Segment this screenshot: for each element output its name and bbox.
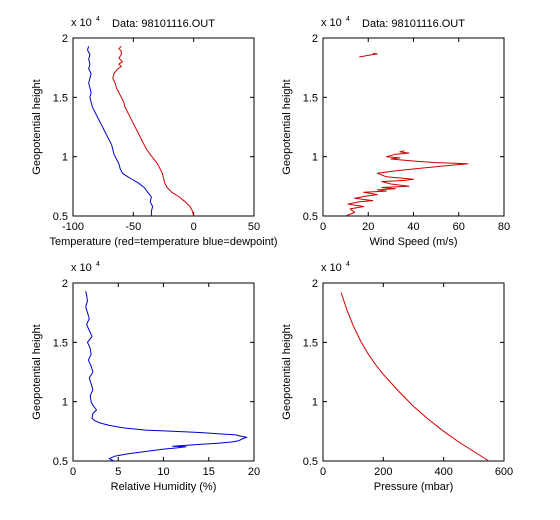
x-tick-label: 0 <box>191 221 197 233</box>
y-tick-label: 0.5 <box>303 456 318 468</box>
chart-wind: 0 20 40 60 80 0.5 1 1.5 2x 10 4 Data: 98101116.OUT… <box>281 16 510 248</box>
x-tick-label: 400 <box>434 466 452 478</box>
y-exponent-power: 4 <box>96 16 100 23</box>
y-tick-label: 1 <box>312 152 318 164</box>
y-tick-label: 1.5 <box>303 92 318 104</box>
y-axis-label: Geopotential height <box>31 324 43 419</box>
x-tick-label: 0 <box>70 466 76 478</box>
y-tick-label: 2 <box>62 33 68 45</box>
x-axis-label: Temperature (red=temperature blue=dewpoi… <box>49 236 277 248</box>
y-exponent-label: x 10 <box>321 17 342 29</box>
series-line-1 <box>87 46 154 216</box>
y-tick-label: 0.5 <box>303 211 318 223</box>
y-tick-label: 0.5 <box>53 456 68 468</box>
axes-frame <box>72 37 255 217</box>
y-exponent-power: 4 <box>346 261 350 268</box>
y-tick-label: 2 <box>312 278 318 290</box>
x-tick-label: 5 <box>115 466 121 478</box>
y-tick-label: 1.5 <box>303 337 318 349</box>
y-exponent-power: 4 <box>96 261 100 268</box>
series-line-0 <box>340 292 490 462</box>
y-exponent-label: x 10 <box>71 17 92 29</box>
y-tick-label: 1 <box>62 152 68 164</box>
x-tick-label: 0 <box>320 221 326 233</box>
x-tick-label: 600 <box>495 466 513 478</box>
x-tick-label: -100 <box>62 221 84 233</box>
x-tick-label: 0 <box>320 466 326 478</box>
chart-temperature: -100 -50 0 50 0.5 1 1.5 2x 10 4 Data: 98101116.OU… <box>31 16 278 248</box>
chart-title: Data: 98101116.OUT <box>112 18 215 30</box>
y-tick-label: 1.5 <box>53 92 68 104</box>
x-tick-label: 200 <box>374 466 392 478</box>
series-line-0 <box>112 45 195 217</box>
series-line-1 <box>359 52 378 58</box>
chart-humidity: 0 5 10 15 20 0.5 1 1.5 2x 10 4 Relative Humidity (… <box>31 261 260 493</box>
x-axis-label: Pressure (mbar) <box>374 481 453 493</box>
x-tick-label: 40 <box>407 221 419 233</box>
y-tick-label: 0.5 <box>53 211 68 223</box>
y-tick-label: 1 <box>312 397 318 409</box>
y-exponent-power: 4 <box>346 16 350 23</box>
x-axis-label: Wind Speed (m/s) <box>369 236 457 248</box>
y-tick-label: 2 <box>62 278 68 290</box>
x-tick-label: 80 <box>498 221 510 233</box>
x-tick-label: 20 <box>248 466 260 478</box>
y-axis-label: Geopotential height <box>281 79 293 174</box>
chart-pressure: 0 200 400 600 0.5 1 1.5 2x 10 4 Pressure (mbar) Ge… <box>281 261 513 493</box>
series-line-0 <box>345 150 469 217</box>
y-tick-label: 1.5 <box>53 337 68 349</box>
x-tick-label: 50 <box>248 221 260 233</box>
series-line-0 <box>85 291 248 462</box>
x-tick-label: 10 <box>157 466 169 478</box>
axes-frame <box>322 282 505 462</box>
y-axis-label: Geopotential height <box>31 79 43 174</box>
y-axis-label: Geopotential height <box>281 324 293 419</box>
y-tick-label: 1 <box>62 397 68 409</box>
x-tick-label: -50 <box>125 221 141 233</box>
chart-title: Data: 98101116.OUT <box>362 18 465 30</box>
y-exponent-label: x 10 <box>71 262 92 274</box>
x-tick-label: 15 <box>203 466 215 478</box>
x-tick-label: 20 <box>362 221 374 233</box>
x-axis-label: Relative Humidity (%) <box>111 481 217 493</box>
y-tick-label: 2 <box>312 33 318 45</box>
y-exponent-label: x 10 <box>321 262 342 274</box>
x-tick-label: 60 <box>453 221 465 233</box>
